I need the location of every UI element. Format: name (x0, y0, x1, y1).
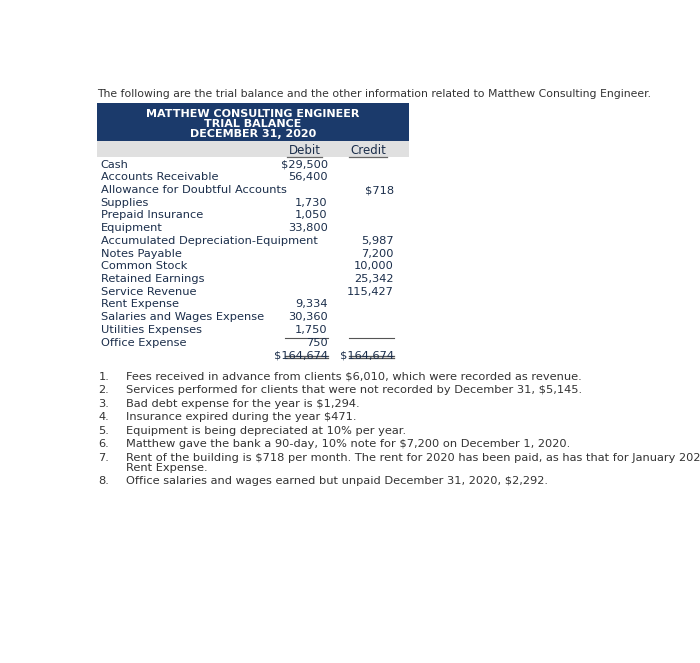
Text: 30,360: 30,360 (288, 312, 328, 322)
Text: 33,800: 33,800 (288, 223, 328, 233)
Text: DECEMBER 31, 2020: DECEMBER 31, 2020 (190, 129, 316, 139)
Text: 3.: 3. (98, 398, 109, 408)
Text: 25,342: 25,342 (354, 274, 393, 284)
Text: 115,427: 115,427 (346, 286, 393, 296)
Text: Rent Expense: Rent Expense (101, 300, 178, 310)
Text: $164,674: $164,674 (274, 350, 328, 360)
Text: Office Expense: Office Expense (101, 337, 186, 347)
Text: 1,750: 1,750 (295, 325, 328, 335)
Text: 7,200: 7,200 (361, 249, 393, 259)
Bar (97, 141, 409, 156)
Text: Fees received in advance from clients $6,010, which were recorded as revenue.: Fees received in advance from clients $6… (126, 372, 582, 382)
Text: Rent Expense.: Rent Expense. (126, 463, 208, 473)
Text: Salaries and Wages Expense: Salaries and Wages Expense (101, 312, 264, 322)
Text: Debit: Debit (288, 145, 321, 157)
Bar (97, 103, 409, 141)
Text: 8.: 8. (98, 476, 109, 486)
Text: TRIAL BALANCE: TRIAL BALANCE (204, 119, 302, 129)
Text: 1,730: 1,730 (295, 198, 328, 208)
Text: Notes Payable: Notes Payable (101, 249, 181, 259)
Text: Retained Earnings: Retained Earnings (101, 274, 204, 284)
Text: 56,400: 56,400 (288, 172, 328, 182)
Text: $164,674: $164,674 (340, 350, 393, 360)
Text: Credit: Credit (350, 145, 386, 157)
Text: 5,987: 5,987 (361, 236, 393, 246)
Text: Allowance for Doubtful Accounts: Allowance for Doubtful Accounts (101, 185, 286, 195)
Text: Office salaries and wages earned but unpaid December 31, 2020, $2,292.: Office salaries and wages earned but unp… (126, 476, 548, 486)
Text: 7.: 7. (98, 453, 109, 463)
Text: Prepaid Insurance: Prepaid Insurance (101, 210, 203, 221)
Text: Services performed for clients that were not recorded by December 31, $5,145.: Services performed for clients that were… (126, 385, 582, 395)
Text: 9,334: 9,334 (295, 300, 328, 310)
Text: Matthew gave the bank a 90-day, 10% note for $7,200 on December 1, 2020.: Matthew gave the bank a 90-day, 10% note… (126, 439, 570, 449)
Text: 5.: 5. (98, 426, 109, 436)
Text: Insurance expired during the year $471.: Insurance expired during the year $471. (126, 412, 357, 422)
Text: Utilities Expenses: Utilities Expenses (101, 325, 202, 335)
Text: Supplies: Supplies (101, 198, 149, 208)
Text: Accounts Receivable: Accounts Receivable (101, 172, 218, 182)
Text: $718: $718 (365, 185, 393, 195)
Text: 1,050: 1,050 (295, 210, 328, 221)
Text: Equipment is being depreciated at 10% per year.: Equipment is being depreciated at 10% pe… (126, 426, 407, 436)
Text: 6.: 6. (98, 439, 109, 449)
Text: 1.: 1. (98, 372, 109, 382)
Text: Common Stock: Common Stock (101, 261, 187, 271)
Text: Equipment: Equipment (101, 223, 162, 233)
Text: Cash: Cash (101, 160, 129, 170)
Text: 2.: 2. (98, 385, 109, 395)
Text: The following are the trial balance and the other information related to Matthew: The following are the trial balance and … (97, 89, 651, 99)
Text: Accumulated Depreciation-Equipment: Accumulated Depreciation-Equipment (101, 236, 318, 246)
Text: 10,000: 10,000 (354, 261, 393, 271)
Text: Service Revenue: Service Revenue (101, 286, 196, 296)
Text: $29,500: $29,500 (281, 160, 328, 170)
Text: 4.: 4. (98, 412, 109, 422)
Text: Bad debt expense for the year is $1,294.: Bad debt expense for the year is $1,294. (126, 398, 360, 408)
Text: MATTHEW CONSULTING ENGINEER: MATTHEW CONSULTING ENGINEER (146, 109, 360, 119)
Text: Rent of the building is $718 per month. The rent for 2020 has been paid, as has : Rent of the building is $718 per month. … (126, 453, 700, 463)
Text: 750: 750 (306, 337, 328, 347)
